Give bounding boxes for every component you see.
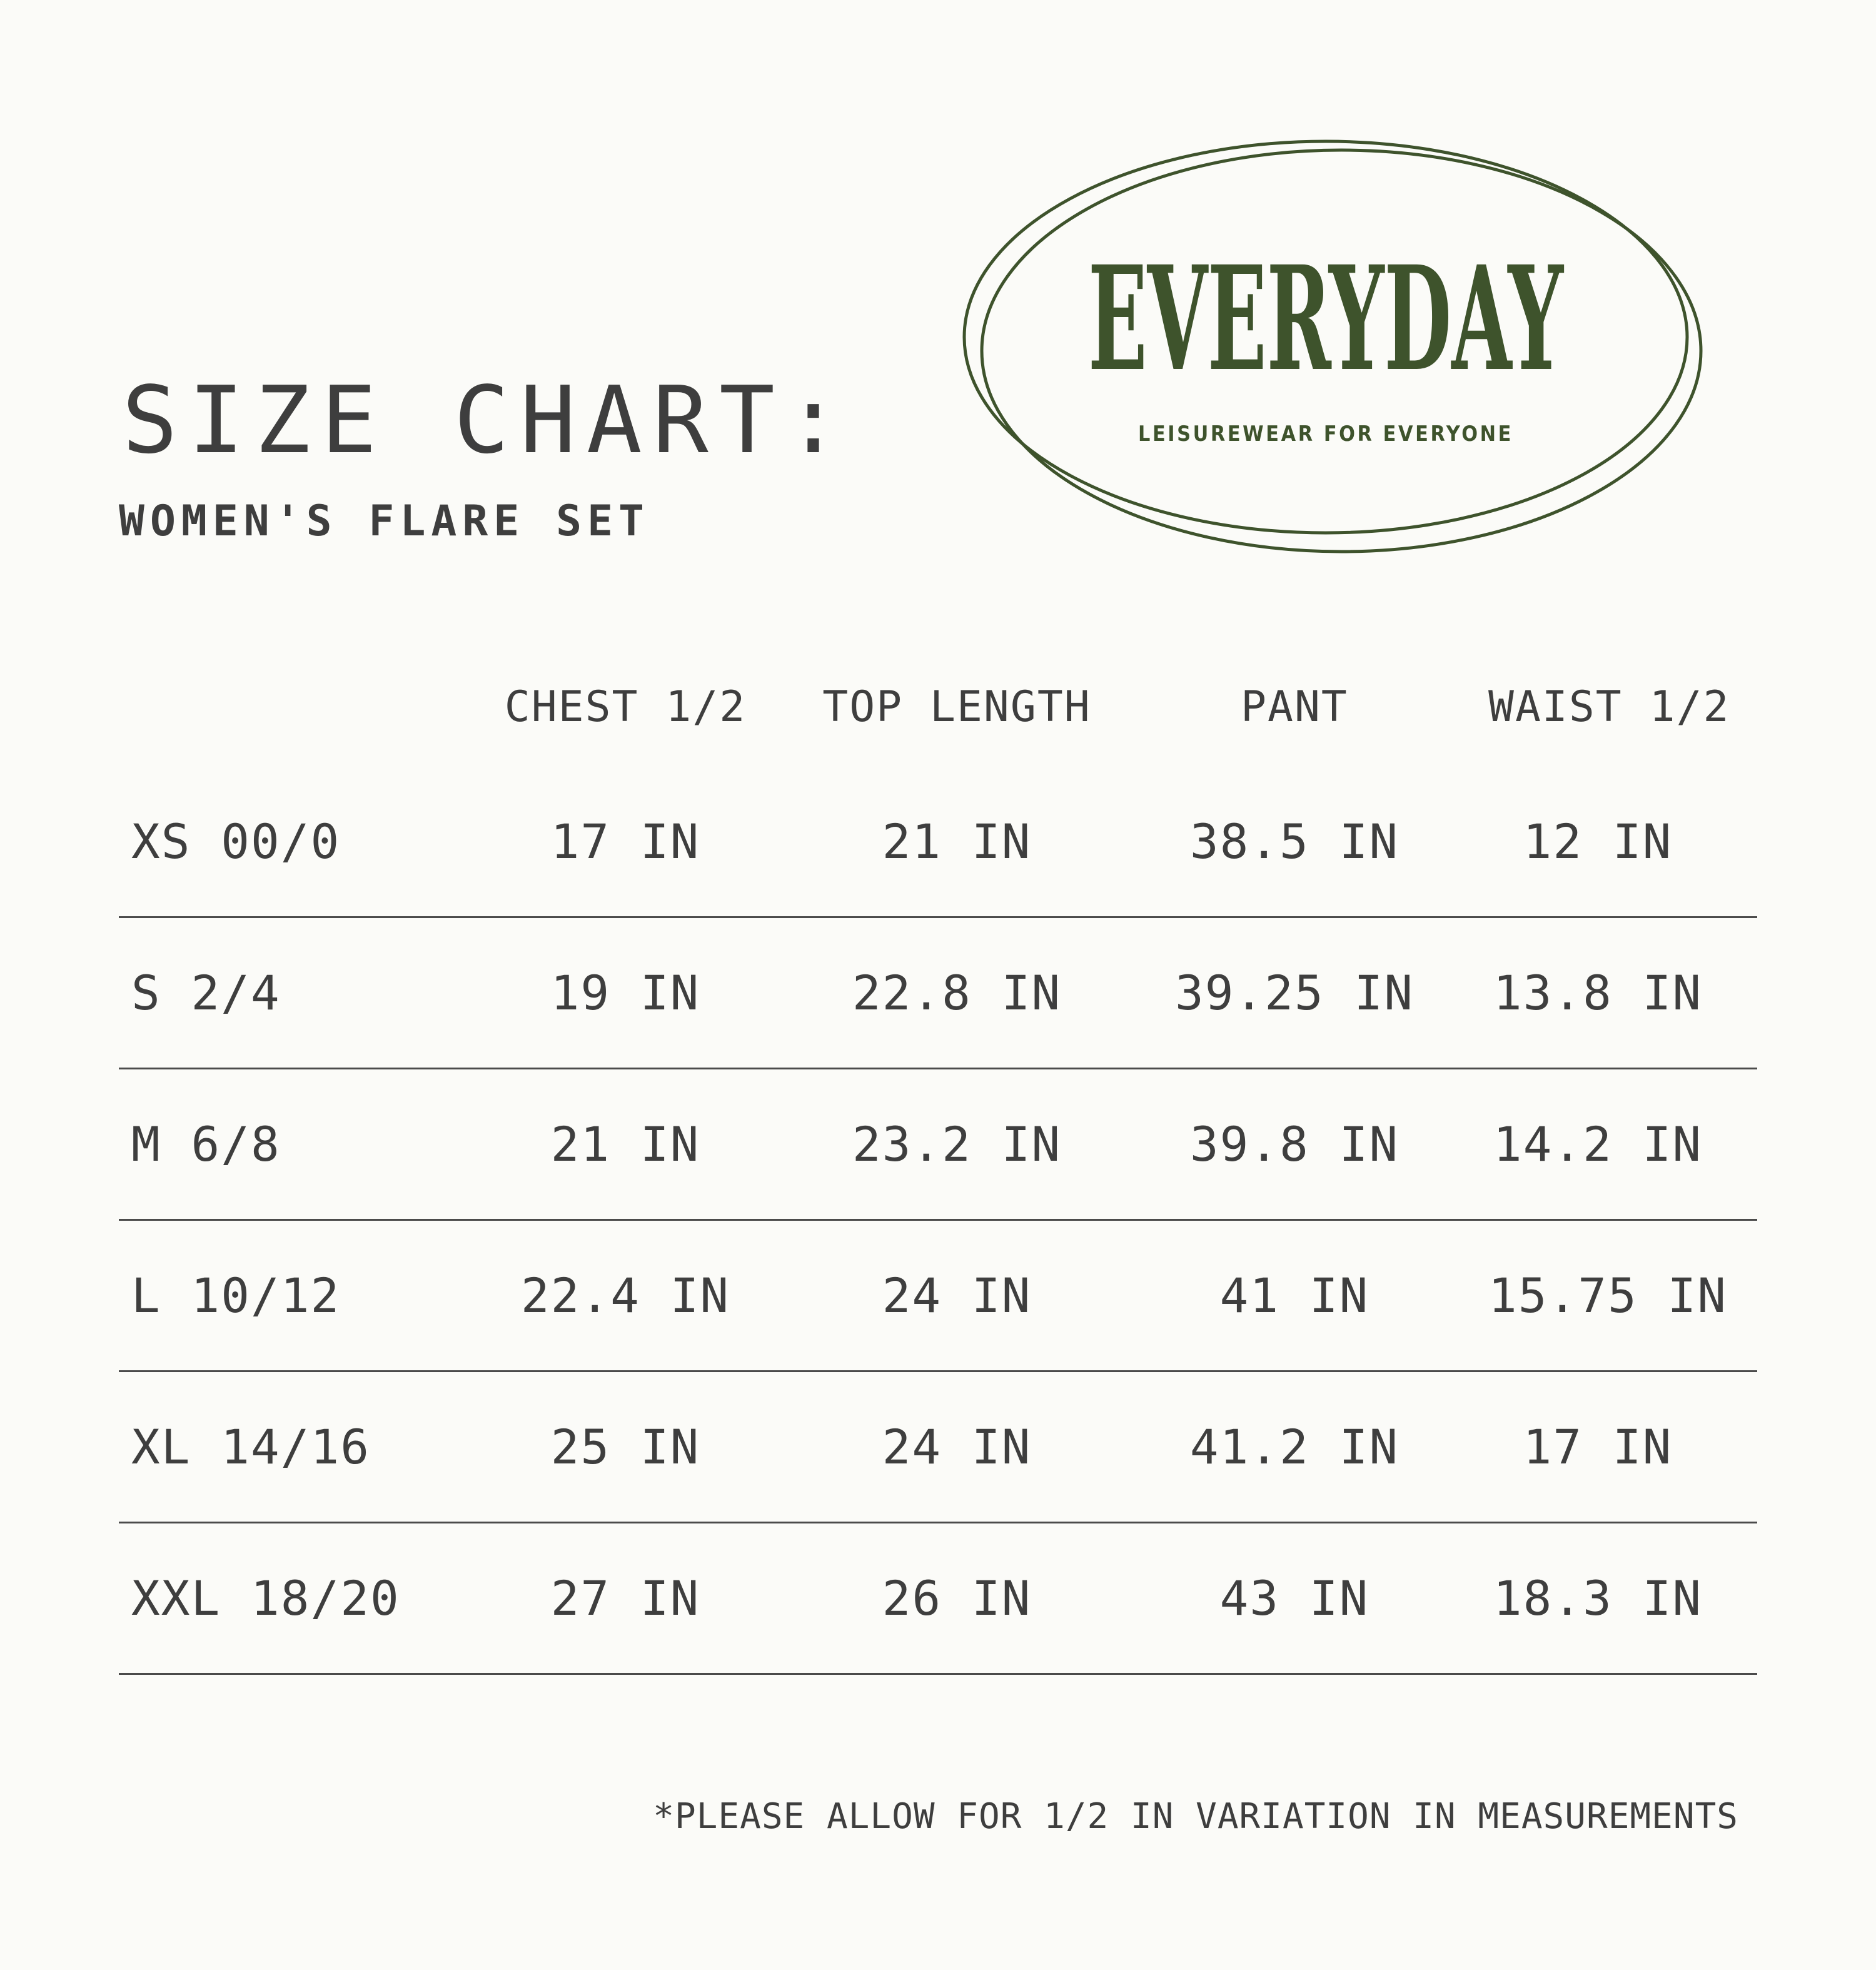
header-chest: CHEST 1/2 bbox=[504, 682, 747, 732]
size-cell: XS 00/0 bbox=[131, 814, 341, 869]
pant-cell: 41.2 IN bbox=[1189, 1419, 1399, 1475]
chest-cell: 19 IN bbox=[550, 965, 700, 1021]
size-cell: L 10/12 bbox=[131, 1268, 341, 1323]
top-length-cell: 21 IN bbox=[882, 814, 1032, 869]
waist-cell: 12 IN bbox=[1523, 814, 1673, 869]
table-row-xs: XS 00/0 17 IN 21 IN 38.5 IN 12 IN bbox=[119, 767, 1757, 918]
table-header-row: CHEST 1/2 TOP LENGTH PANT WAIST 1/2 bbox=[119, 679, 1757, 735]
pant-cell: 38.5 IN bbox=[1189, 814, 1399, 869]
chest-cell: 21 IN bbox=[550, 1116, 700, 1172]
top-length-cell: 26 IN bbox=[882, 1570, 1032, 1626]
top-length-cell: 22.8 IN bbox=[852, 965, 1062, 1021]
header-top-length: TOP LENGTH bbox=[822, 682, 1091, 732]
top-length-cell: 24 IN bbox=[882, 1268, 1032, 1323]
size-cell: S 2/4 bbox=[131, 965, 281, 1021]
table-row-xl: XL 14/16 25 IN 24 IN 41.2 IN 17 IN bbox=[119, 1372, 1757, 1523]
brand-logo: EVERYDAY LEISUREWEAR FOR EVERYONE bbox=[962, 139, 1703, 553]
table-row-xxl: XXL 18/20 27 IN 26 IN 43 IN 18.3 IN bbox=[119, 1523, 1757, 1675]
header-pant: PANT bbox=[1241, 682, 1348, 732]
chest-cell: 25 IN bbox=[550, 1419, 700, 1475]
logo-oval-inner-icon bbox=[980, 148, 1703, 553]
table-row-s: S 2/4 19 IN 22.8 IN 39.25 IN 13.8 IN bbox=[119, 918, 1757, 1069]
pant-cell: 41 IN bbox=[1219, 1268, 1369, 1323]
table-row-m: M 6/8 21 IN 23.2 IN 39.8 IN 14.2 IN bbox=[119, 1069, 1757, 1221]
size-cell: M 6/8 bbox=[131, 1116, 281, 1172]
waist-cell: 14.2 IN bbox=[1493, 1116, 1703, 1172]
logo-brand-text: EVERYDAY bbox=[1088, 234, 1565, 403]
logo-tagline-text: LEISUREWEAR FOR EVERYONE bbox=[1138, 422, 1513, 447]
measurement-variation-note: *PLEASE ALLOW FOR 1/2 IN VARIATION IN ME… bbox=[653, 1796, 1738, 1837]
top-length-cell: 23.2 IN bbox=[852, 1116, 1062, 1172]
pant-cell: 43 IN bbox=[1219, 1570, 1369, 1626]
table-row-l: L 10/12 22.4 IN 24 IN 41 IN 15.75 IN bbox=[119, 1221, 1757, 1372]
pant-cell: 39.25 IN bbox=[1174, 965, 1415, 1021]
chest-cell: 27 IN bbox=[550, 1570, 700, 1626]
size-table: XS 00/0 17 IN 21 IN 38.5 IN 12 IN S 2/4 … bbox=[119, 767, 1757, 1675]
waist-cell: 13.8 IN bbox=[1493, 965, 1703, 1021]
pant-cell: 39.8 IN bbox=[1189, 1116, 1399, 1172]
page-title: SIZE CHART: bbox=[122, 366, 852, 474]
logo-oval-outer-icon bbox=[962, 139, 1689, 535]
header-waist: WAIST 1/2 bbox=[1488, 682, 1730, 732]
waist-cell: 18.3 IN bbox=[1493, 1570, 1703, 1626]
waist-cell: 15.75 IN bbox=[1488, 1268, 1728, 1323]
size-cell: XXL 18/20 bbox=[131, 1570, 400, 1626]
size-cell: XL 14/16 bbox=[131, 1419, 371, 1475]
chest-cell: 22.4 IN bbox=[520, 1268, 730, 1323]
page-subtitle: WOMEN'S FLARE SET bbox=[119, 497, 650, 546]
top-length-cell: 24 IN bbox=[882, 1419, 1032, 1475]
waist-cell: 17 IN bbox=[1523, 1419, 1673, 1475]
chest-cell: 17 IN bbox=[550, 814, 700, 869]
